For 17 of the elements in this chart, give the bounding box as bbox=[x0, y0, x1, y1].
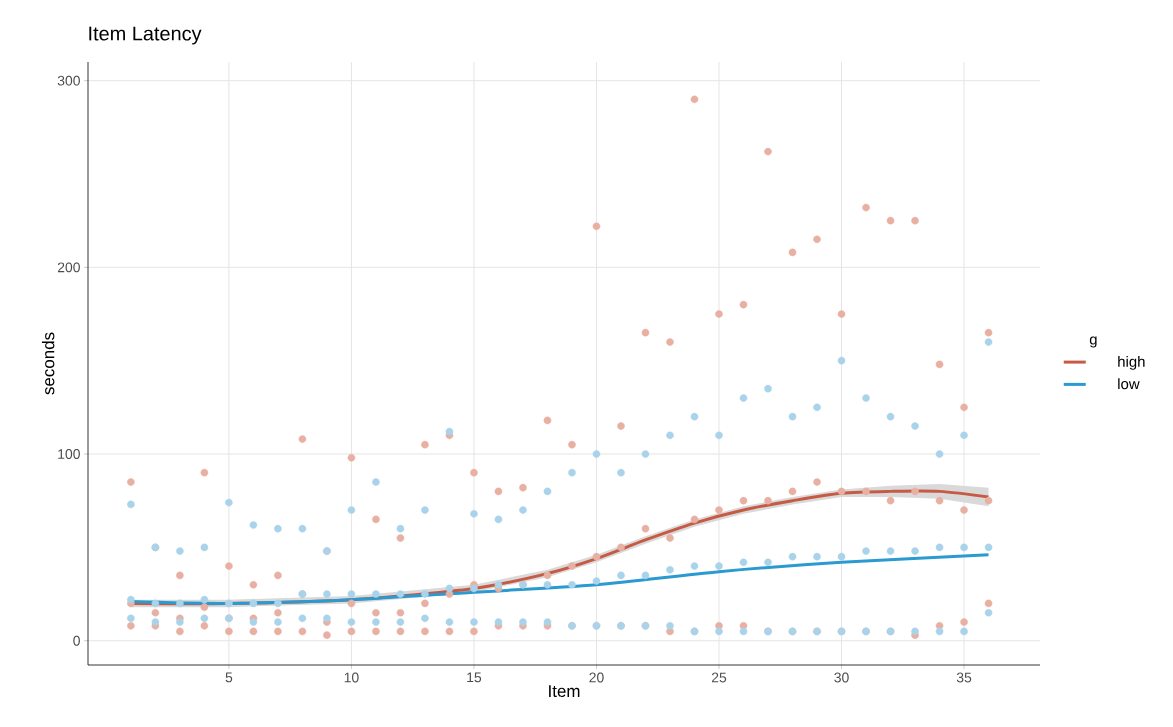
x-tick-label: 10 bbox=[344, 672, 359, 683]
y-tick-label: 200 bbox=[57, 262, 80, 273]
x-tick-label: 20 bbox=[589, 672, 604, 683]
x-tick-label: 15 bbox=[467, 672, 482, 683]
x-axis-title: Item bbox=[549, 685, 580, 698]
chart-title: Item Latency bbox=[89, 26, 202, 45]
y-tick-label: 300 bbox=[57, 75, 80, 86]
legend-label: low bbox=[1118, 378, 1140, 390]
legend-title: g bbox=[1089, 336, 1097, 348]
legend-label: high bbox=[1118, 355, 1145, 370]
x-tick-label: 5 bbox=[225, 672, 233, 683]
x-tick-label: 35 bbox=[956, 672, 972, 683]
x-tick-label: 30 bbox=[834, 672, 849, 683]
y-axis-title: seconds bbox=[41, 332, 55, 395]
y-tick-label: 0 bbox=[73, 635, 80, 646]
y-tick-label: 100 bbox=[58, 449, 80, 459]
x-tick-label: 25 bbox=[711, 672, 727, 683]
